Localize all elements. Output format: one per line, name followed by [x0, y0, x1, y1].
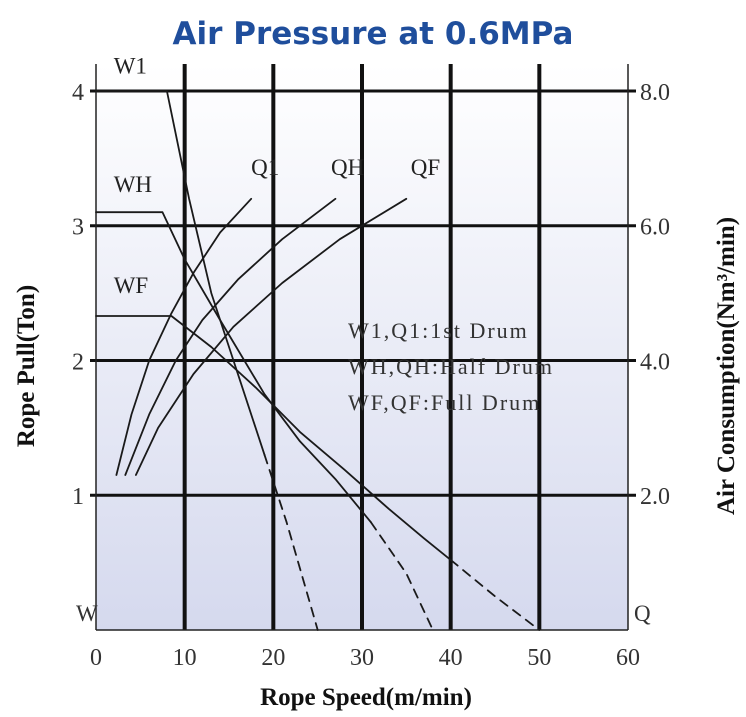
y-axis-label-right: Air Consumption(Nm³/min)	[713, 217, 740, 515]
series-layer	[95, 90, 541, 631]
x-tick-label-40: 40	[439, 645, 463, 671]
series-w1-dashed	[263, 453, 319, 631]
curve-label-w1: W1	[114, 53, 147, 78]
x-tick-label-50: 50	[527, 645, 551, 671]
grid	[90, 64, 636, 630]
y-right-tick-label-2.0: 2.0	[640, 484, 670, 510]
legend-line-3: WF,QF:Full Drum	[348, 390, 541, 415]
series-w1-solid	[95, 90, 266, 456]
legend-line-1: W1,Q1:1st Drum	[348, 318, 529, 343]
curve-label-wf: WF	[114, 273, 149, 298]
y-left-tick-label-3: 3	[72, 215, 84, 241]
y-right-tick-label-8.0: 8.0	[640, 80, 670, 106]
series-wh-dashed	[369, 521, 434, 631]
y-right-tick-label-4.0: 4.0	[640, 349, 670, 375]
x-tick-label-30: 30	[350, 645, 374, 671]
y-right-tick-label-6.0: 6.0	[640, 215, 670, 241]
x-tick-label-10: 10	[173, 645, 197, 671]
legend: W1,Q1:1st Drum WH,QH:Half Drum WF,QF:Ful…	[348, 318, 554, 415]
y-left-tick-label-1: 1	[72, 484, 84, 510]
x-tick-label-20: 20	[261, 645, 285, 671]
series-wf-solid	[95, 315, 452, 561]
y-left-tick-label-2: 2	[72, 349, 84, 375]
right-axis-symbol: Q	[634, 601, 651, 626]
x-tick-label-60: 60	[616, 645, 640, 671]
left-axis-symbol: W	[76, 601, 98, 626]
curve-label-qf: QF	[411, 155, 440, 180]
series-q1-solid	[115, 197, 253, 476]
series-qh-solid	[124, 197, 337, 476]
x-axis-label: Rope Speed(m/min)	[260, 684, 472, 711]
curve-label-qh: QH	[331, 155, 364, 180]
chart-title: Air Pressure at 0.6MPa	[173, 16, 574, 52]
y-axis-label-left: Rope Pull(Ton)	[13, 285, 40, 447]
labels: 0 10 20 30 40 50 60 1 2 3 4 2.0 4.0 6.0 8.0 W1 WH WF Q1 QH Q…	[72, 53, 670, 671]
x-tick-label-0: 0	[90, 645, 102, 671]
y-left-tick-label-4: 4	[72, 80, 84, 106]
series-wh-solid	[95, 211, 372, 524]
legend-line-2: WH,QH:Half Drum	[348, 354, 554, 379]
curve-label-wh: WH	[114, 172, 152, 197]
series-qf-solid	[134, 197, 408, 476]
series-wf-dashed	[449, 559, 541, 631]
curve-label-q1: Q1	[251, 155, 279, 180]
